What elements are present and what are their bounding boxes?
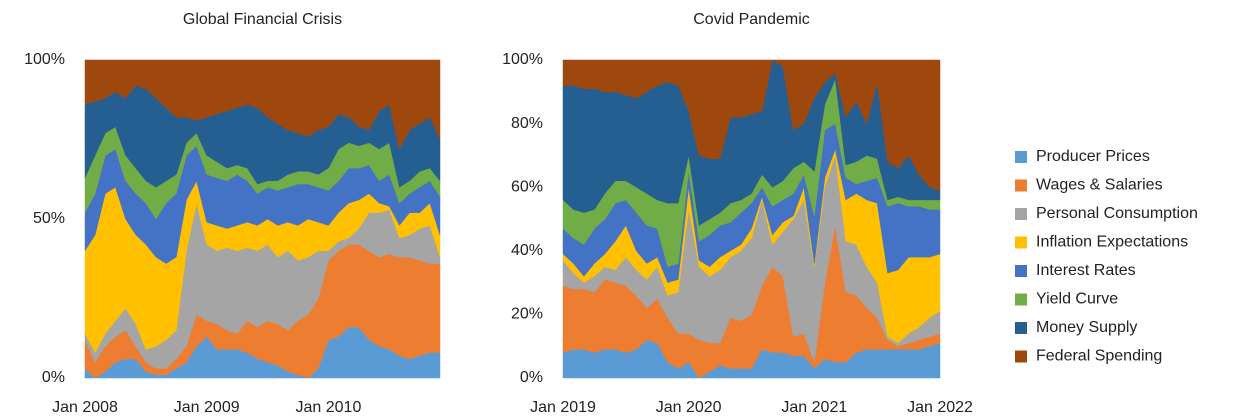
x-tick-label: Jan 2019 bbox=[530, 399, 596, 416]
legend-label: Inflation Expectations bbox=[1036, 234, 1188, 251]
legend-label: Interest Rates bbox=[1036, 262, 1136, 279]
legend-label: Producer Prices bbox=[1036, 148, 1150, 165]
legend-swatch bbox=[1015, 265, 1027, 277]
legend-label: Personal Consumption bbox=[1036, 205, 1198, 222]
x-tick-label: Jan 2022 bbox=[907, 399, 973, 416]
y-tick-label: 0% bbox=[520, 369, 543, 386]
y-tick-label: 50% bbox=[33, 210, 65, 227]
x-tick-label: Jan 2009 bbox=[174, 399, 240, 416]
legend-swatch bbox=[1015, 179, 1027, 192]
area bbox=[84, 59, 441, 150]
y-tick-label: 100% bbox=[502, 51, 543, 68]
y-tick-label: 80% bbox=[511, 115, 543, 132]
y-tick-label: 40% bbox=[511, 242, 543, 259]
y-tick-label: 0% bbox=[42, 369, 65, 386]
legend-swatch bbox=[1015, 293, 1027, 306]
legend-swatch bbox=[1015, 236, 1027, 249]
x-tick-label: Jan 2020 bbox=[656, 399, 722, 416]
legend-label: Wages & Salaries bbox=[1036, 177, 1163, 194]
x-tick-label: Jan 2008 bbox=[52, 399, 118, 416]
x-tick-label: Jan 2021 bbox=[781, 399, 847, 416]
x-tick-label: Jan 2010 bbox=[296, 399, 362, 416]
y-tick-label: 60% bbox=[511, 178, 543, 195]
legend-label: Federal Spending bbox=[1036, 348, 1162, 365]
legend-label: Money Supply bbox=[1036, 319, 1137, 336]
legend-swatch bbox=[1015, 151, 1027, 163]
chart-title: Covid Pandemic bbox=[693, 11, 810, 28]
legend-swatch bbox=[1015, 322, 1027, 334]
y-tick-label: 100% bbox=[24, 51, 65, 68]
legend-swatch bbox=[1015, 350, 1027, 363]
y-tick-label: 20% bbox=[511, 306, 543, 323]
area bbox=[562, 59, 941, 191]
legend-label: Yield Curve bbox=[1036, 291, 1118, 308]
legend-swatch bbox=[1015, 208, 1027, 220]
chart-title: Global Financial Crisis bbox=[183, 11, 342, 28]
